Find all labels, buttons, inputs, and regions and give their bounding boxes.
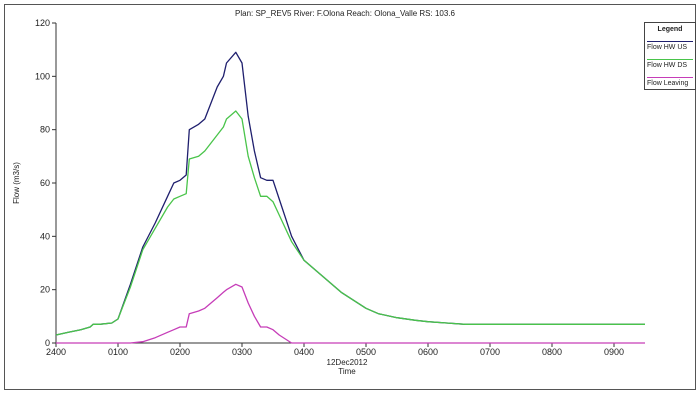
- legend: Legend Flow HW US Flow HW DS Flow Leavin…: [644, 22, 696, 90]
- x-tick-label: 0100: [108, 347, 128, 357]
- legend-label-flow-hw-ds: Flow HW DS: [647, 62, 688, 69]
- y-axis-label: Flow (m3/s): [12, 162, 21, 204]
- legend-title: Legend: [657, 26, 683, 33]
- x-tick-label: 0800: [542, 347, 562, 357]
- legend-label-flow-leaving: Flow Leaving: [647, 80, 689, 87]
- legend-swatch-flow-leaving: [647, 77, 693, 78]
- x-tick-label: 0700: [480, 347, 500, 357]
- series-line-flow-hw-ds: [55, 110, 645, 336]
- series-line-flow-leaving: [56, 283, 645, 344]
- y-tick-label: 100: [35, 71, 50, 81]
- legend-swatch-flow-hw-ds: [647, 59, 693, 60]
- y-tick-label: 120: [35, 18, 50, 28]
- chart-frame: [4, 4, 696, 390]
- legend-item-flow-hw-ds: Flow HW DS: [645, 56, 695, 74]
- legend-swatch-flow-hw-us: [647, 41, 693, 42]
- x-axis-label: Time: [338, 367, 356, 376]
- x-axis-date-label: 12Dec2012: [327, 358, 368, 367]
- series-line-flow-hw-us: [55, 51, 645, 336]
- x-tick-label: 2400: [46, 347, 66, 357]
- legend-label-flow-hw-us: Flow HW US: [647, 44, 688, 51]
- x-tick-label: 0200: [170, 347, 190, 357]
- x-tick-label: 0300: [232, 347, 252, 357]
- x-tick-label: 0500: [356, 347, 376, 357]
- y-tick-label: 60: [40, 178, 50, 188]
- y-tick-label: 40: [40, 231, 50, 241]
- y-axis-ticks: 0 20 40 60 80 100 120: [35, 18, 56, 348]
- legend-item-flow-hw-us: Flow HW US: [645, 38, 695, 56]
- x-tick-label: 0900: [604, 347, 624, 357]
- y-tick-label: 20: [40, 285, 50, 295]
- y-tick-label: 0: [45, 338, 50, 348]
- y-tick-label: 80: [40, 125, 50, 135]
- x-axis-ticks: 2400 0100 0200 0300 0400 0500 0600 0700 0800 0900: [46, 343, 624, 357]
- chart-title: Plan: SP_REV5 River: F.Olona Reach: Olon…: [235, 9, 456, 18]
- series-lines: [55, 51, 645, 344]
- x-tick-label: 0600: [418, 347, 438, 357]
- legend-item-flow-leaving: Flow Leaving: [645, 74, 695, 92]
- x-tick-label: 0400: [294, 347, 314, 357]
